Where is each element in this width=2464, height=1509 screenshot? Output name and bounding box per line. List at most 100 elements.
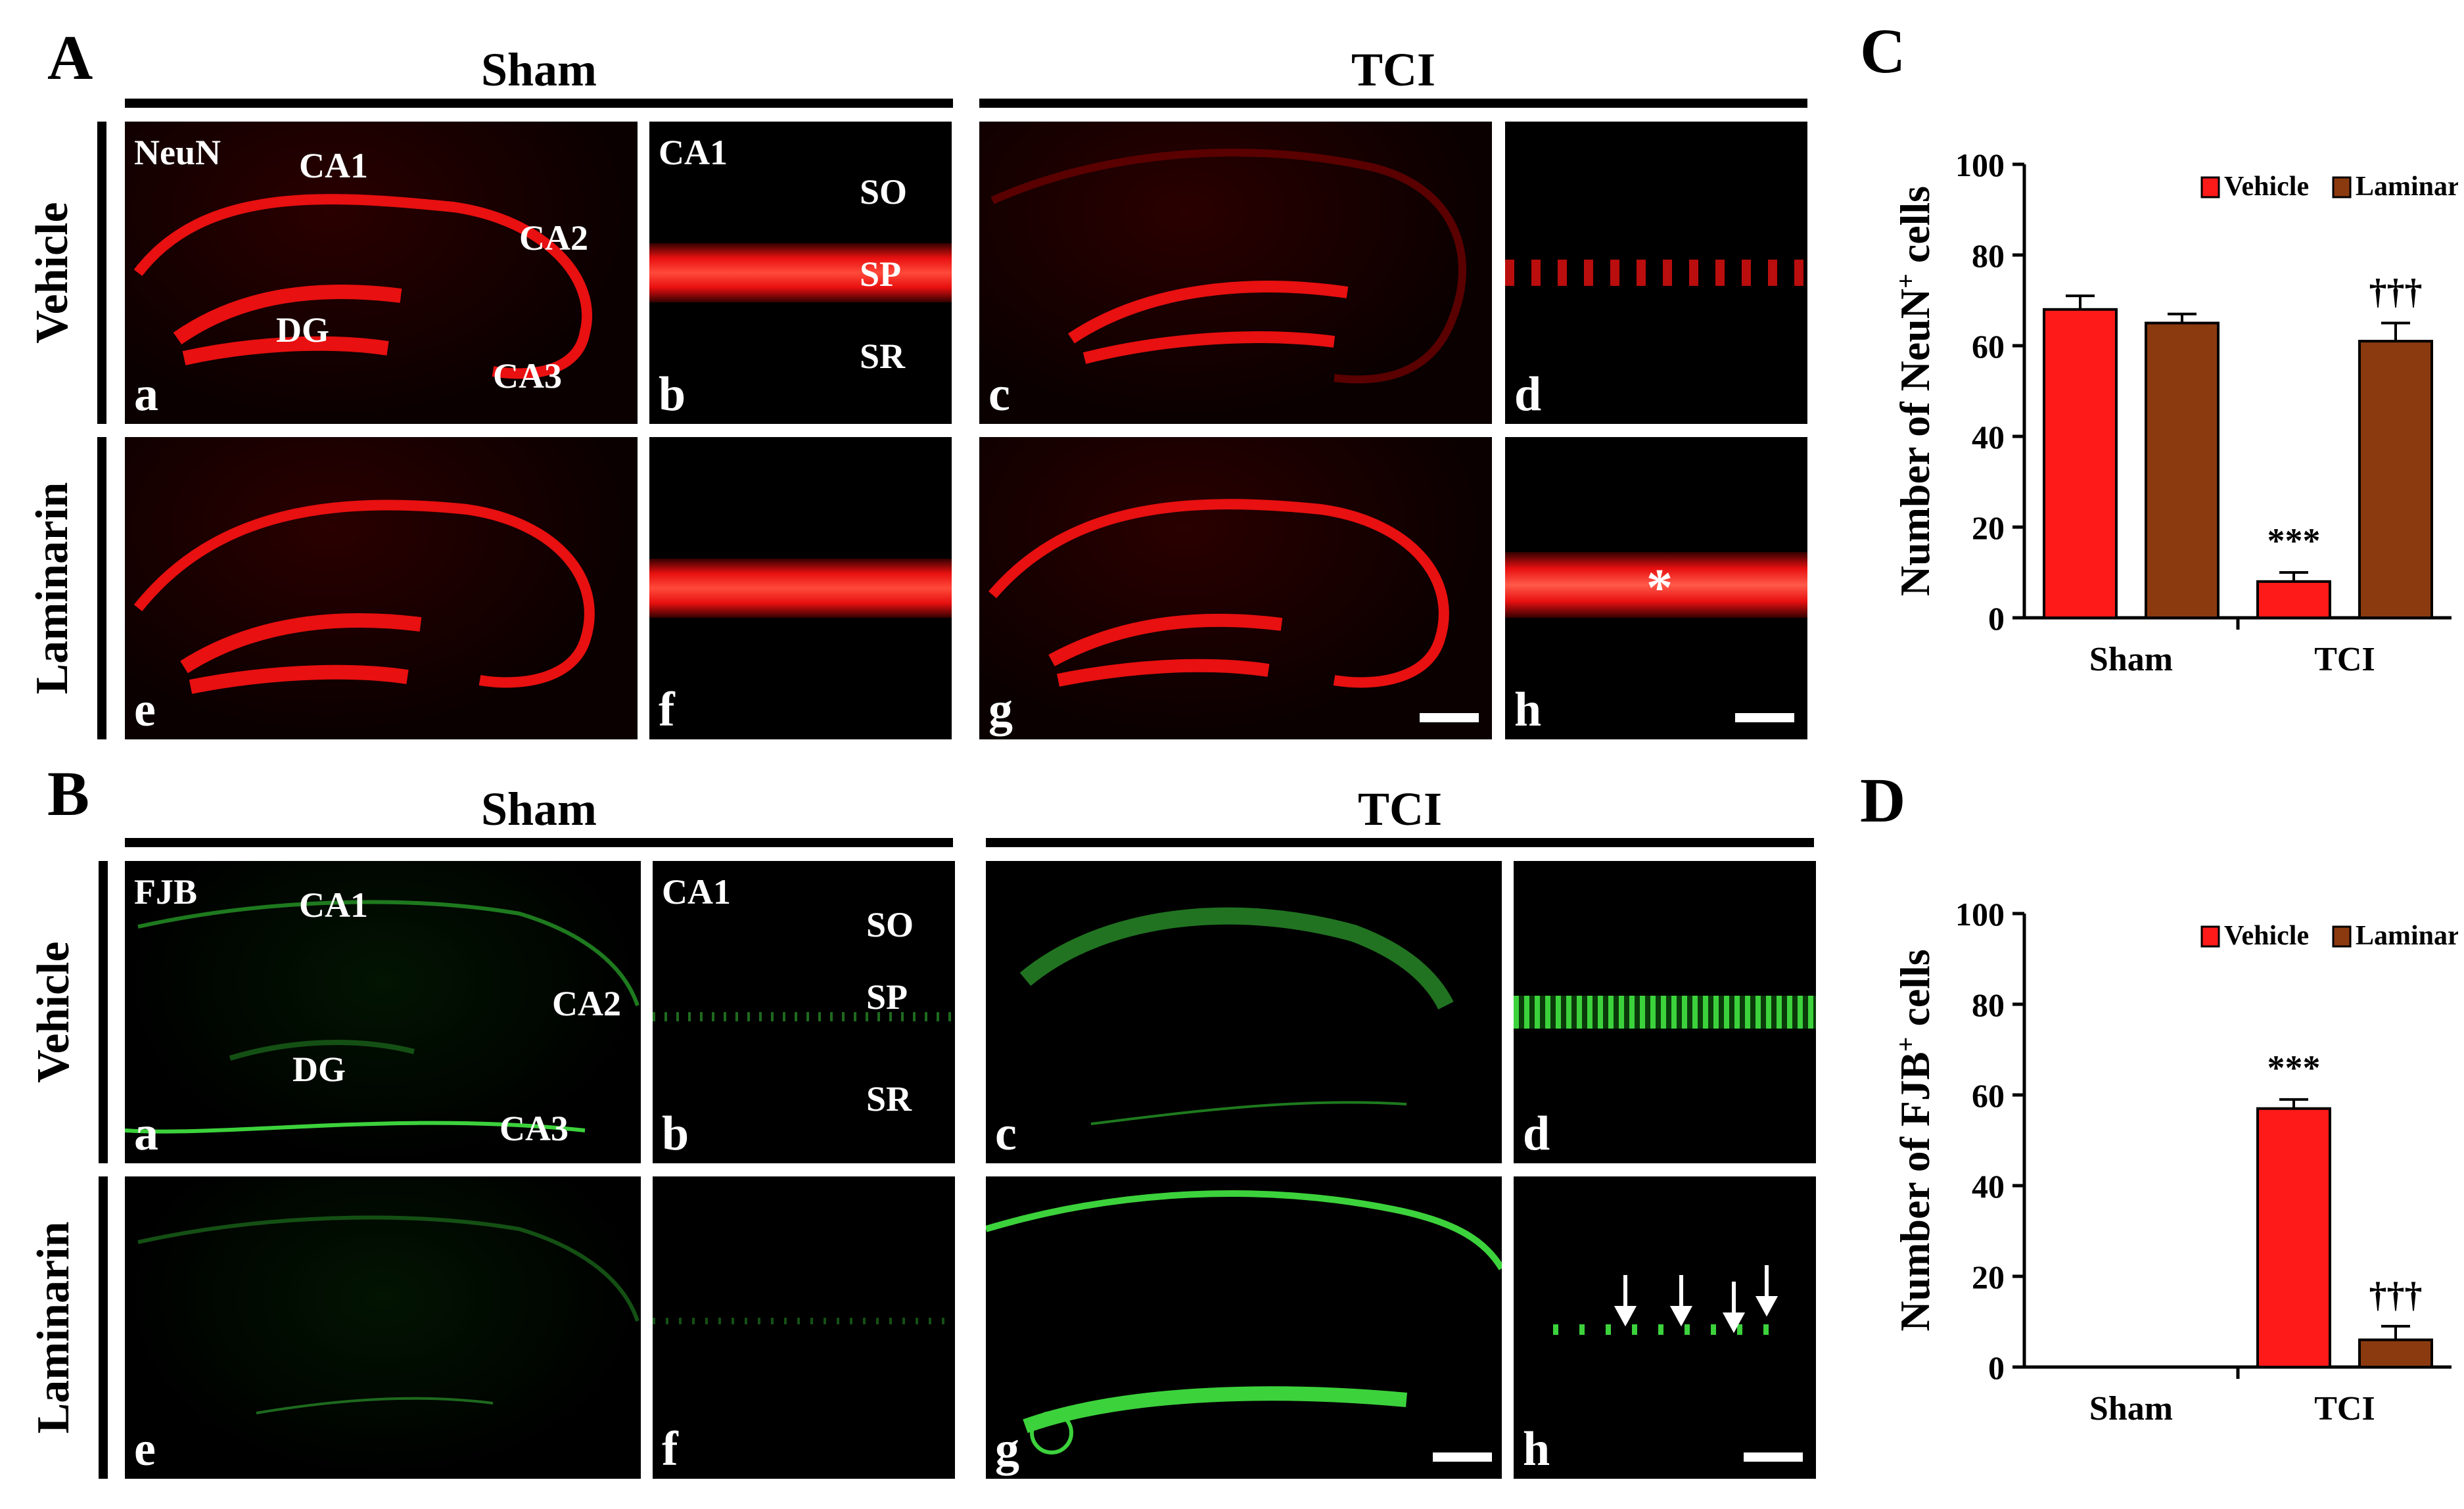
- label-ca2: CA2: [552, 984, 621, 1023]
- group-title-tci-b: TCI: [1357, 783, 1443, 835]
- sub-label-e: e: [134, 683, 156, 737]
- micrograph-a-d: d: [1505, 122, 1807, 424]
- legend-label: Laminarin: [2356, 921, 2458, 951]
- significance-label: ***: [2267, 1048, 2321, 1088]
- significance-label: ***: [2267, 521, 2321, 561]
- arrow-icons: [1614, 1265, 1778, 1334]
- x-tick-label: Sham: [2089, 1390, 2173, 1428]
- sub-label-d: d: [1523, 1107, 1550, 1161]
- x-tick-label: Sham: [2089, 641, 2173, 678]
- cell-layer-band: [649, 559, 952, 618]
- micrograph-b-f: f: [653, 1176, 955, 1479]
- micrograph-a-f: f: [649, 437, 952, 739]
- bar-chart-svg: D Number of FJB+ cells 0 20 40 60 80 100 Sham TCI…: [1860, 765, 2464, 1428]
- y-tick-label: 40: [1972, 419, 2005, 455]
- hippocampus-drawing: [1019, 907, 1454, 1125]
- y-tick-label: 60: [1972, 1077, 2005, 1114]
- micrograph-a-h: * h: [1505, 437, 1807, 739]
- bar-laminarin-tci: [2358, 1338, 2433, 1368]
- label-ca2: CA2: [519, 218, 588, 258]
- row-bar-laminarin-b: [99, 1176, 108, 1479]
- arrow-down-icon: [1669, 1306, 1693, 1327]
- y-tick-label: 80: [1972, 987, 2005, 1023]
- arrow-down-icon: [1755, 1296, 1778, 1317]
- micrograph-b-c: c: [986, 861, 1502, 1163]
- sub-label-g: g: [995, 1422, 1019, 1476]
- row-bar-vehicle-a: [97, 122, 106, 424]
- group-title-sham-b: Sham: [480, 783, 597, 835]
- sub-label-h: h: [1523, 1422, 1550, 1476]
- micrograph-b-e: e: [125, 1176, 641, 1479]
- group-bar-sham-a: [125, 99, 953, 108]
- label-ca3: CA3: [500, 1109, 569, 1148]
- group-bar-tci-a: [979, 99, 1807, 108]
- micrograph-b-d: d: [1514, 861, 1816, 1163]
- label-dg: DG: [276, 310, 329, 350]
- bar-chart-svg: C Number of NeuN+ cells 0 20 40 60 80 100 Sham TC…: [1860, 16, 2464, 678]
- panel-letter-a: A: [47, 22, 93, 93]
- row-label-vehicle-a: Vehicle: [27, 202, 78, 344]
- row-bar-vehicle-b: [99, 861, 108, 1163]
- sub-label-g: g: [988, 683, 1013, 737]
- hippocampus-drawing: [133, 499, 595, 694]
- micrograph-b-b: CA1 SO SP SR b: [653, 861, 955, 1163]
- panel-letter: D: [1860, 765, 1905, 835]
- legend-swatch: [2200, 925, 2220, 948]
- sub-label-b: b: [659, 367, 686, 421]
- micrograph-a-a: NeuN CA1 CA2 CA3 DG a: [125, 122, 638, 424]
- micrograph-b-g: g: [986, 1176, 1502, 1479]
- cell-layer-band: [653, 1318, 955, 1324]
- x-tick-label: TCI: [2314, 641, 2375, 678]
- panel-letter: C: [1860, 16, 1905, 86]
- micrograph-a-c: c: [979, 122, 1492, 424]
- sub-label-d: d: [1514, 367, 1542, 421]
- chart-c: C Number of NeuN+ cells 0 20 40 60 80 100 Sham TC…: [1834, 13, 2464, 723]
- hippocampus-drawing: [990, 149, 1466, 384]
- scale-bar: [1744, 1452, 1803, 1462]
- label-sr: SR: [866, 1079, 912, 1119]
- legend-label: Vehicle: [2224, 921, 2309, 951]
- sub-label-f: f: [662, 1422, 678, 1476]
- y-axis-label: Number of FJB+ cells: [1891, 949, 1939, 1332]
- asterisk-marker: *: [1646, 559, 1673, 617]
- micrograph-b-a: FJB CA1 CA2 CA3 DG a: [125, 861, 641, 1163]
- sub-label-e: e: [134, 1422, 156, 1476]
- sub-label-b: b: [662, 1107, 689, 1161]
- stain-label-fjb: FJB: [134, 872, 198, 912]
- group-title-tci-a: TCI: [1351, 43, 1436, 96]
- scale-bar: [1433, 1452, 1492, 1462]
- micrograph-a-e: e: [125, 437, 638, 739]
- bar-laminarin-sham: [2145, 321, 2220, 619]
- cell-layer-band: [649, 243, 952, 302]
- row-label-vehicle-b: Vehicle: [28, 941, 79, 1083]
- micrograph-a-b: CA1 SO SP SR b: [649, 122, 952, 424]
- sub-label-a: a: [134, 367, 158, 421]
- bar-vehicle-tci: [2256, 1107, 2331, 1368]
- arrow-down-icon: [1722, 1312, 1746, 1334]
- group-bar-sham-b: [125, 838, 953, 847]
- arrow-down-icon: [1614, 1306, 1637, 1327]
- y-tick-label: 60: [1972, 328, 2005, 365]
- y-tick-label: 20: [1972, 1259, 2005, 1295]
- y-tick-label: 0: [1988, 600, 2005, 637]
- legend-swatch: [2332, 176, 2352, 198]
- cell-layer-band: [1505, 552, 1807, 618]
- row-label-laminarin-a: Laminarin: [27, 482, 78, 695]
- hippocampus-drawing: [137, 1215, 639, 1414]
- label-sp: SP: [860, 254, 902, 294]
- label-ca3: CA3: [493, 356, 562, 396]
- row-bar-laminarin-a: [97, 437, 106, 739]
- label-sp: SP: [866, 977, 908, 1017]
- sub-label-c: c: [995, 1107, 1017, 1161]
- legend-swatch: [2332, 925, 2352, 948]
- label-ca1: CA1: [299, 885, 368, 925]
- label-so: SO: [866, 905, 914, 944]
- cell-layer-band: [653, 1012, 955, 1021]
- sparse-cell-layer: [1505, 260, 1807, 286]
- bar-laminarin-tci: [2358, 340, 2433, 619]
- group-bar-tci-b: [986, 838, 1814, 847]
- row-label-laminarin-b: Laminarin: [28, 1221, 79, 1434]
- y-tick-label: 40: [1972, 1168, 2005, 1205]
- hippocampus-drawing: [986, 1190, 1502, 1454]
- y-tick-label: 20: [1972, 509, 2005, 546]
